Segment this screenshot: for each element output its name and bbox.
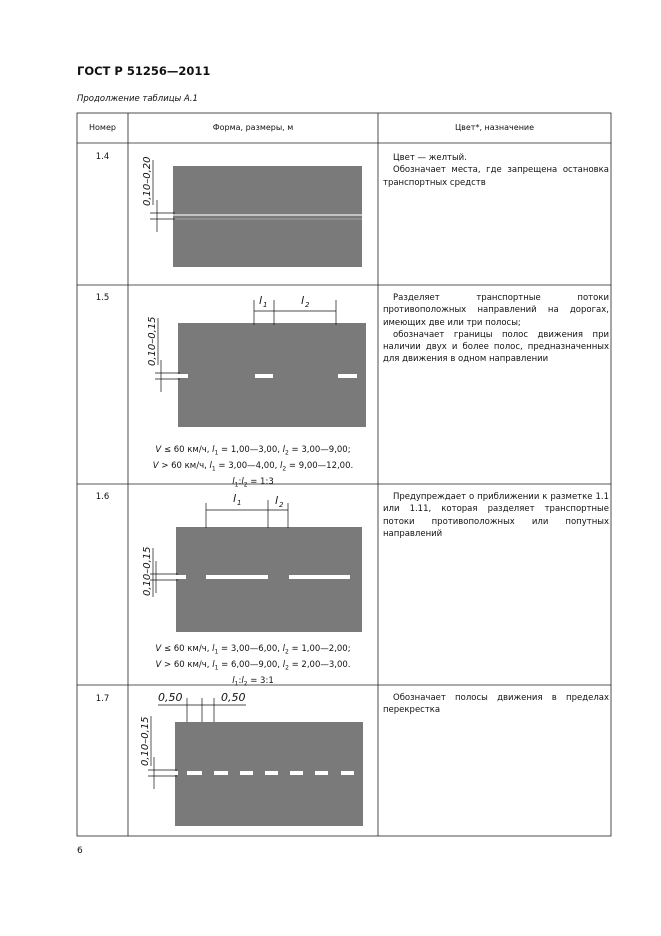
description-paragraph: Обозначает места, где запрещена остановк…	[383, 165, 609, 188]
formula-part: l	[232, 477, 235, 488]
dimension-label: 2	[305, 301, 310, 309]
formula-part: = 6,00—9,00,	[218, 660, 283, 671]
dimension-label: 0,50	[158, 691, 183, 704]
dimension-label: 1	[263, 301, 267, 309]
formula-part: = 2,00—3,00.	[288, 660, 351, 671]
formula: V ≤ 60 км/ч, l1 = 1,00—3,00, l2 = 3,00—9…	[128, 444, 378, 492]
dimension-label: 2	[279, 501, 284, 509]
formula-line: V ≤ 60 км/ч, l1 = 1,00—3,00, l2 = 3,00—9…	[128, 444, 378, 460]
column-header: Форма, размеры, м	[212, 123, 294, 132]
page-number: 6	[77, 846, 83, 856]
formula-part: 2	[282, 465, 287, 473]
row-number: 1.7	[95, 694, 110, 704]
description-paragraph: обозначает границы полос движения при на…	[383, 329, 609, 365]
formula-part: ≤ 60 км/ч,	[161, 644, 213, 654]
formula-part: :	[238, 676, 242, 687]
formula-part: 2	[285, 664, 289, 672]
formula-part: l	[241, 477, 244, 488]
formula-part: l	[282, 660, 286, 671]
document-title: ГОСТ Р 51256—2011	[77, 64, 211, 78]
formula-part: = 3,00—4,00,	[215, 461, 280, 472]
formula-part: 1	[234, 680, 239, 688]
formula-part: 2	[243, 481, 248, 489]
description-paragraph: Обозначает полосы движения в пределах пе…	[383, 693, 609, 716]
formula-part: 1	[234, 481, 239, 489]
marking-1-6: l 1 l 2 0,10–0,15	[142, 492, 362, 632]
formula-part: V	[155, 644, 162, 654]
formula-part: 1	[214, 648, 219, 656]
formula-part: = 9,00—12,00.	[286, 461, 354, 472]
description-paragraph: Цвет — желтый.	[393, 153, 467, 163]
row-number: 1.4	[95, 152, 110, 162]
description-paragraph: Разделяет транспортные потоки противопол…	[383, 293, 609, 328]
description-paragraph: Предупреждает о приближении к разметке 1…	[383, 492, 609, 539]
formula-part: l	[209, 461, 212, 472]
formula-part: 2	[243, 680, 248, 688]
formula-part: l	[241, 676, 244, 687]
formula-part: l	[212, 445, 215, 455]
formula-part: = 1,00—3,00,	[218, 445, 283, 455]
formula-part: :	[238, 477, 242, 488]
description: Обозначает полосы движения в пределах пе…	[383, 692, 609, 717]
formula-part: 1	[211, 465, 216, 473]
table-caption: Продолжение таблицы А.1	[77, 94, 198, 104]
column-header: Цвет*, назначение	[454, 123, 535, 132]
formula-part: > 60 км/ч,	[161, 660, 213, 671]
formula-part: 1	[214, 664, 219, 672]
formula-part: = 3:1	[247, 676, 274, 687]
row-number: 1.5	[95, 293, 110, 303]
dimension-label: 0,10–0,20	[142, 156, 153, 206]
marking-1-5: l 1 l 2 0,10–0,15	[147, 294, 366, 427]
dimension-label: l	[275, 494, 278, 507]
marking-1-4: 0,10–0,20	[142, 156, 362, 267]
formula-part: V	[152, 461, 159, 472]
formula-line: l1:l2 = 3:1	[128, 675, 378, 691]
formula-part: l	[212, 644, 215, 654]
description: Разделяет транспортные потоки противопол…	[383, 292, 609, 366]
formula-part: 2	[285, 449, 289, 457]
dimension-label: 0,10–0,15	[142, 546, 153, 596]
description: Цвет — желтый. Обозначает места, где запр…	[383, 152, 609, 189]
dimension-label: l	[259, 294, 262, 307]
dimension-label: l	[301, 294, 304, 307]
formula-part: l	[282, 445, 285, 455]
formula-part: V	[155, 445, 162, 455]
formula-part: l	[212, 660, 215, 671]
formula-part: = 3,00—6,00,	[218, 644, 283, 654]
formula: V ≤ 60 км/ч, l1 = 3,00—6,00, l2 = 1,00—2…	[128, 643, 378, 691]
dimension-label: l	[233, 492, 236, 505]
formula-part: = 1:3	[247, 477, 274, 488]
marking-1-7: 0,50 0,50 0,10–0,15	[140, 691, 363, 826]
dimension-label: 0,10–0,15	[140, 716, 151, 766]
table-grid	[76, 112, 612, 837]
description: Предупреждает о приближении к разметке 1…	[383, 491, 609, 540]
dimension-label: 0,10–0,15	[147, 316, 158, 366]
formula-line: V ≤ 60 км/ч, l1 = 3,00—6,00, l2 = 1,00—2…	[128, 643, 378, 659]
formula-part: 1	[214, 449, 219, 457]
formula-line: V > 60 км/ч, l1 = 6,00—9,00, l2 = 2,00—3…	[128, 659, 378, 675]
formula-line: V > 60 км/ч, l1 = 3,00—4,00, l2 = 9,00—1…	[128, 460, 378, 476]
formula-part: l	[280, 461, 283, 472]
column-header: Номер	[89, 123, 116, 132]
formula-part: ≤ 60 км/ч,	[161, 445, 213, 455]
formula-part: l	[232, 676, 235, 687]
formula-part: l	[282, 644, 285, 654]
formula-part: = 1,00—2,00;	[288, 644, 351, 654]
formula-part: > 60 км/ч,	[158, 461, 210, 472]
dimension-label: 0,50	[221, 691, 246, 704]
formula-part: V	[155, 660, 162, 671]
formula-part: 2	[285, 648, 289, 656]
row-number: 1.6	[95, 492, 110, 502]
formula-line: l1:l2 = 1:3	[128, 476, 378, 492]
dimension-label: 1	[237, 499, 241, 507]
formula-part: = 3,00—9,00;	[288, 445, 351, 455]
